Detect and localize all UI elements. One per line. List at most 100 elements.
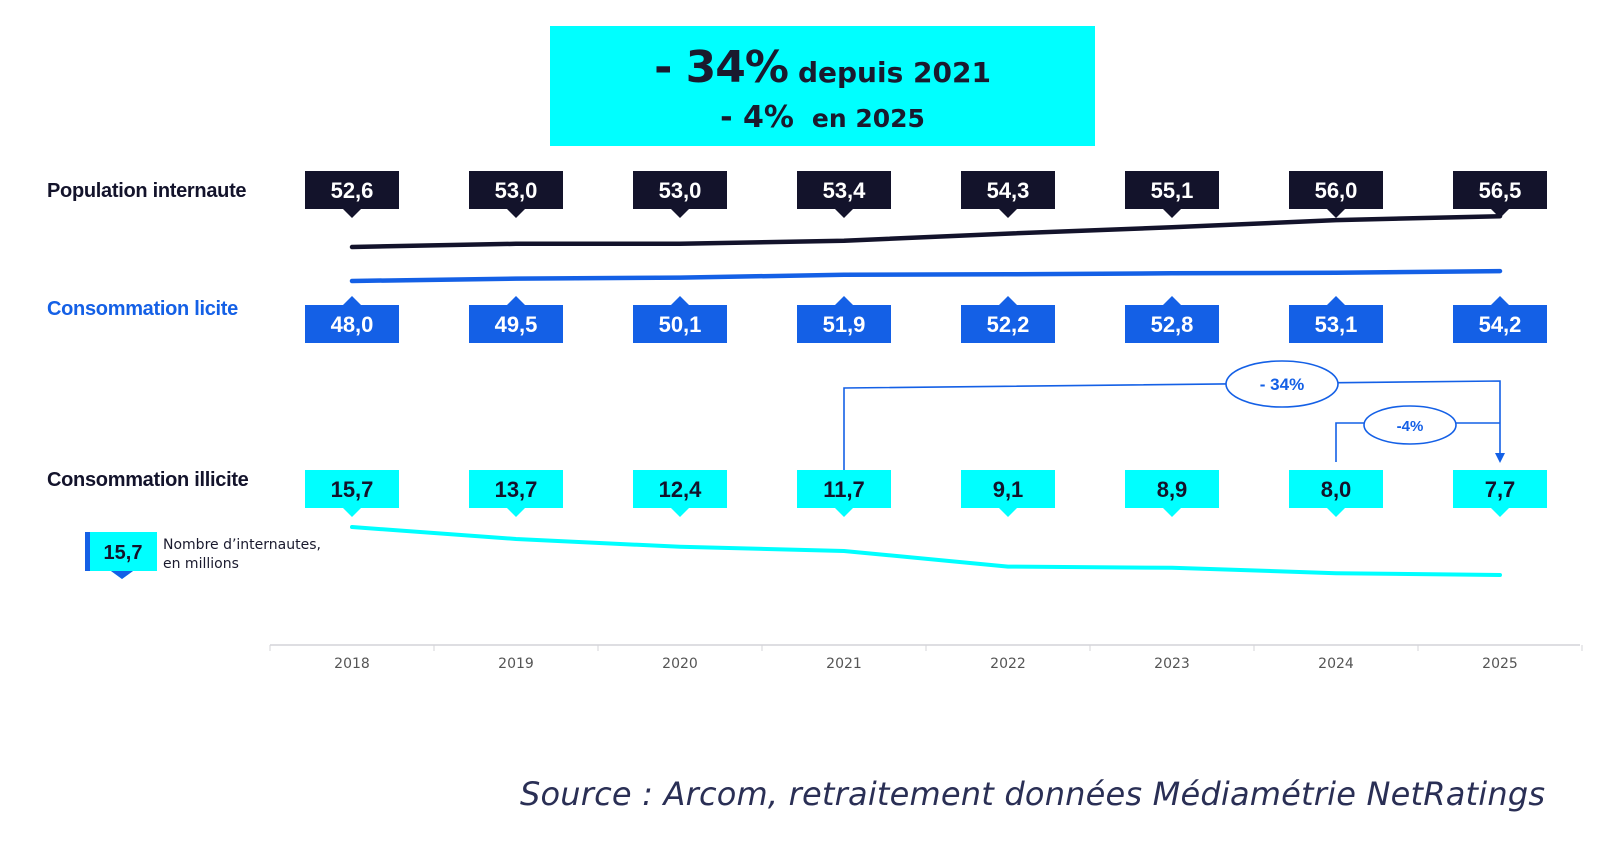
data-label-population-2018: 52,6	[305, 171, 399, 218]
annotation-label-4: -4%	[1397, 418, 1424, 435]
data-label-population-2020: 53,0	[633, 171, 727, 218]
headline-banner: - 34% depuis 2021 - 4% en 2025	[550, 26, 1095, 146]
legend-sample-value: 15,7	[104, 542, 143, 564]
source-note: Source : Arcom, retraitement données Méd…	[520, 775, 1546, 813]
headline-total-label: depuis 2021	[797, 56, 991, 89]
data-label-population-2025: 56,5	[1453, 171, 1547, 218]
data-label-text: 54,2	[1479, 312, 1522, 337]
data-label-illicite-2025: 7,7	[1453, 470, 1547, 517]
data-label-licite-2022: 52,2	[961, 296, 1055, 343]
data-label-box	[797, 171, 891, 218]
legend-text-line2: en millions	[163, 556, 239, 572]
data-label-illicite-2018: 15,7	[305, 470, 399, 517]
data-label-box	[305, 470, 399, 517]
data-label-box	[469, 470, 563, 517]
data-label-box	[1289, 296, 1383, 343]
data-label-box	[1453, 296, 1547, 343]
bracket-line	[843, 380, 1501, 470]
data-label-illicite-2024: 8,0	[1289, 470, 1383, 517]
x-tick-label-2019: 2019	[498, 656, 534, 672]
series-line-illicite	[350, 525, 1502, 577]
x-tick-label-2025: 2025	[1482, 656, 1518, 672]
data-label-text: 52,2	[987, 312, 1030, 337]
data-label-text: 48,0	[331, 312, 374, 337]
legend-text-line1: Nombre d’internautes,	[163, 537, 321, 553]
annotation-pill	[1363, 405, 1457, 445]
data-label-text: 52,6	[331, 178, 374, 203]
data-label-text: 54,3	[987, 178, 1030, 203]
data-label-box	[961, 470, 1055, 517]
data-label-text: 9,1	[993, 477, 1024, 502]
x-tick-label-2023: 2023	[1154, 656, 1190, 672]
legend-sample-box	[90, 532, 157, 579]
data-label-box	[1453, 171, 1547, 218]
data-label-box	[961, 296, 1055, 343]
data-label-illicite-2021: 11,7	[797, 470, 891, 517]
data-label-licite-2024: 53,1	[1289, 296, 1383, 343]
data-label-text: 53,1	[1315, 312, 1358, 337]
headline-year-label: en 2025	[811, 104, 925, 133]
data-label-text: 55,1	[1151, 178, 1194, 203]
data-label-licite-2021: 51,9	[797, 296, 891, 343]
data-label-population-2024: 56,0	[1289, 171, 1383, 218]
legend-sample-notch	[111, 571, 133, 579]
data-label-text: 51,9	[823, 312, 866, 337]
data-label-text: 56,0	[1315, 178, 1358, 203]
annotation-pill	[1225, 360, 1339, 408]
data-label-illicite-2023: 8,9	[1125, 470, 1219, 517]
data-label-box	[1125, 296, 1219, 343]
data-label-box	[1289, 470, 1383, 517]
headline-year-pct: - 4%	[720, 100, 794, 135]
x-tick-label-2024: 2024	[1318, 656, 1354, 672]
data-label-licite-2018: 48,0	[305, 296, 399, 343]
x-tick-label-2022: 2022	[990, 656, 1026, 672]
data-label-text: 50,1	[659, 312, 702, 337]
annotation-bracket-4: -4%	[1335, 405, 1500, 462]
data-label-text: 52,8	[1151, 312, 1194, 337]
annotation-bracket-34: - 34%	[843, 360, 1505, 470]
data-label-illicite-2019: 13,7	[469, 470, 563, 517]
data-label-box	[633, 470, 727, 517]
annotation-label-34: - 34%	[1260, 375, 1304, 394]
data-label-text: 7,7	[1485, 477, 1516, 502]
data-label-box	[1125, 171, 1219, 218]
data-label-text: 49,5	[495, 312, 538, 337]
data-label-text: 8,9	[1157, 477, 1188, 502]
data-label-population-2019: 53,0	[469, 171, 563, 218]
data-label-text: 15,7	[331, 477, 374, 502]
series-label-licite: Consommation licite	[47, 298, 238, 320]
data-label-box	[1125, 470, 1219, 517]
data-label-box	[1453, 470, 1547, 517]
data-label-licite-2023: 52,8	[1125, 296, 1219, 343]
data-label-text: 13,7	[495, 477, 538, 502]
data-label-box	[797, 296, 891, 343]
x-tick-label-2018: 2018	[334, 656, 370, 672]
series-label-illicite: Consommation illicite	[47, 469, 249, 491]
legend-sample-bar	[85, 532, 90, 571]
data-label-box	[633, 296, 727, 343]
data-label-licite-2025: 54,2	[1453, 296, 1547, 343]
data-label-text: 8,0	[1321, 477, 1352, 502]
headline-total-pct: - 34%	[654, 42, 789, 93]
data-label-population-2022: 54,3	[961, 171, 1055, 218]
data-label-text: 11,7	[823, 477, 865, 502]
x-tick-label-2020: 2020	[662, 656, 698, 672]
data-label-licite-2019: 49,5	[469, 296, 563, 343]
data-label-text: 12,4	[659, 477, 703, 502]
series-label-population: Population internaute	[47, 180, 247, 202]
data-label-box	[797, 470, 891, 517]
series-line-population	[349, 213, 1503, 250]
data-label-box	[469, 296, 563, 343]
x-tick-label-2021: 2021	[826, 656, 862, 672]
data-label-licite-2020: 50,1	[633, 296, 727, 343]
data-label-box	[1289, 171, 1383, 218]
data-label-box	[469, 171, 563, 218]
data-label-population-2021: 53,4	[797, 171, 891, 218]
legend-sample: 15,7	[85, 532, 157, 579]
data-label-text: 56,5	[1479, 178, 1522, 203]
arrow-head	[1495, 453, 1505, 463]
data-label-box	[305, 296, 399, 343]
data-label-illicite-2020: 12,4	[633, 470, 727, 517]
series-line-licite	[349, 268, 1503, 284]
